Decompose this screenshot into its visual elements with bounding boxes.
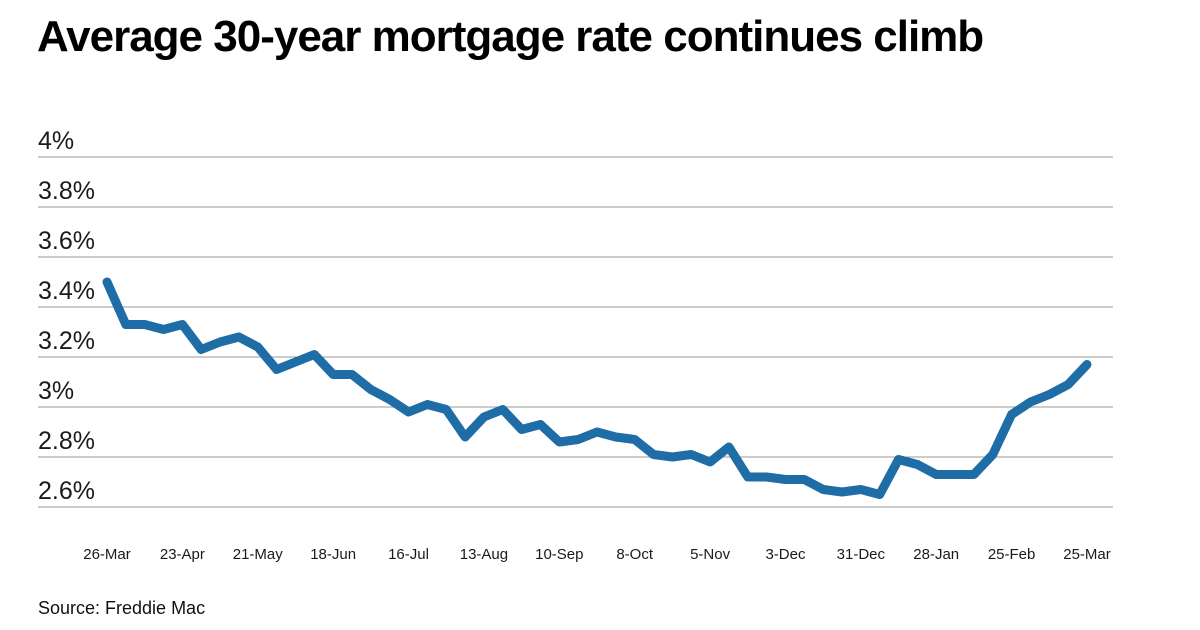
source-note: Source: Freddie Mac	[38, 598, 206, 618]
x-axis-label: 25-Mar	[1063, 546, 1111, 563]
x-axis-label: 25-Feb	[988, 546, 1036, 563]
y-axis-label: 3.6%	[38, 227, 95, 255]
chart-title: Average 30-year mortgage rate continues …	[37, 12, 984, 61]
y-axis-label: 3%	[38, 377, 74, 405]
x-axis-label: 28-Jan	[913, 546, 959, 563]
x-axis-label: 23-Apr	[160, 546, 205, 563]
rate-line	[102, 277, 1092, 499]
y-axis-label: 3.8%	[38, 177, 95, 205]
y-axis-label: 2.6%	[38, 477, 95, 505]
x-axis-label: 3-Dec	[765, 546, 806, 563]
x-axis-label: 8-Oct	[616, 546, 654, 563]
y-axis-label: 3.2%	[38, 327, 95, 355]
y-axis-label: 3.4%	[38, 277, 95, 305]
x-axis-label: 21-May	[233, 546, 284, 563]
y-axis-label: 2.8%	[38, 427, 95, 455]
x-axis-label: 5-Nov	[690, 546, 731, 563]
y-axis-label: 4%	[38, 127, 74, 155]
x-axis-label: 26-Mar	[83, 546, 131, 563]
x-axis-label: 10-Sep	[535, 546, 583, 563]
x-axis-label: 13-Aug	[460, 546, 508, 563]
x-axis-label: 31-Dec	[837, 546, 886, 563]
x-axis-label: 18-Jun	[310, 546, 356, 563]
x-axis-label: 16-Jul	[388, 546, 429, 563]
